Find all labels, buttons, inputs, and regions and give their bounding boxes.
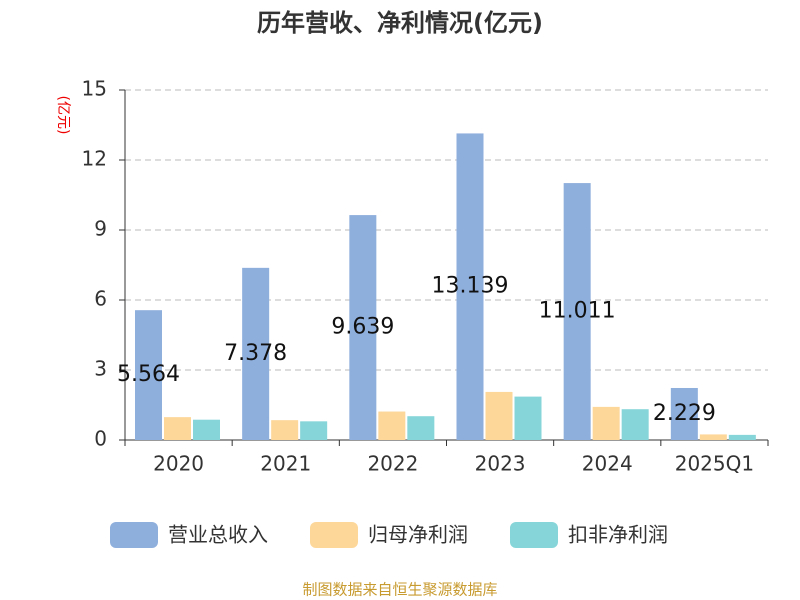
bar: [485, 391, 513, 440]
legend-swatch: [310, 522, 358, 548]
x-tick-label: 2021: [260, 452, 311, 476]
bar: [164, 417, 191, 440]
bar: [271, 420, 299, 440]
bar: [456, 133, 484, 440]
bar: [135, 310, 162, 440]
x-tick-label: 2020: [153, 452, 204, 476]
bar: [407, 416, 435, 440]
bar: [193, 419, 220, 440]
value-label: 13.139: [432, 274, 509, 299]
bar: [349, 215, 377, 440]
legend-label: 营业总收入: [168, 523, 268, 547]
value-label: 2.229: [653, 401, 716, 426]
y-tick-label: 0: [94, 427, 107, 451]
bar: [514, 396, 542, 440]
y-axis-label: (亿元): [55, 96, 71, 135]
x-tick-label: 2023: [475, 452, 526, 476]
chart-title: 历年营收、净利情况(亿元): [257, 9, 543, 37]
bar: [378, 411, 406, 440]
y-tick-label: 6: [94, 287, 107, 311]
bar: [670, 387, 698, 440]
legend-swatch: [110, 522, 158, 548]
y-tick-label: 15: [82, 77, 107, 101]
bar: [699, 434, 727, 440]
value-label: 5.564: [117, 362, 180, 387]
y-tick-label: 9: [94, 217, 107, 241]
bar: [563, 183, 591, 440]
bar: [728, 434, 756, 440]
x-tick-label: 2022: [367, 452, 418, 476]
value-label: 9.639: [331, 315, 394, 340]
source-note: 制图数据来自恒生聚源数据库: [302, 581, 497, 599]
bar: [621, 409, 649, 440]
x-tick-label: 2025Q1: [675, 452, 754, 476]
bar: [592, 406, 620, 440]
value-label: 7.378: [224, 341, 287, 366]
bar: [300, 421, 328, 440]
value-label: 11.011: [539, 299, 616, 324]
legend-label: 归母净利润: [368, 523, 468, 547]
legend-label: 扣非净利润: [568, 523, 668, 547]
y-tick-label: 3: [94, 357, 107, 381]
y-tick-label: 12: [82, 147, 107, 171]
x-tick-label: 2024: [582, 452, 633, 476]
bar: [242, 267, 270, 440]
legend-swatch: [510, 522, 558, 548]
